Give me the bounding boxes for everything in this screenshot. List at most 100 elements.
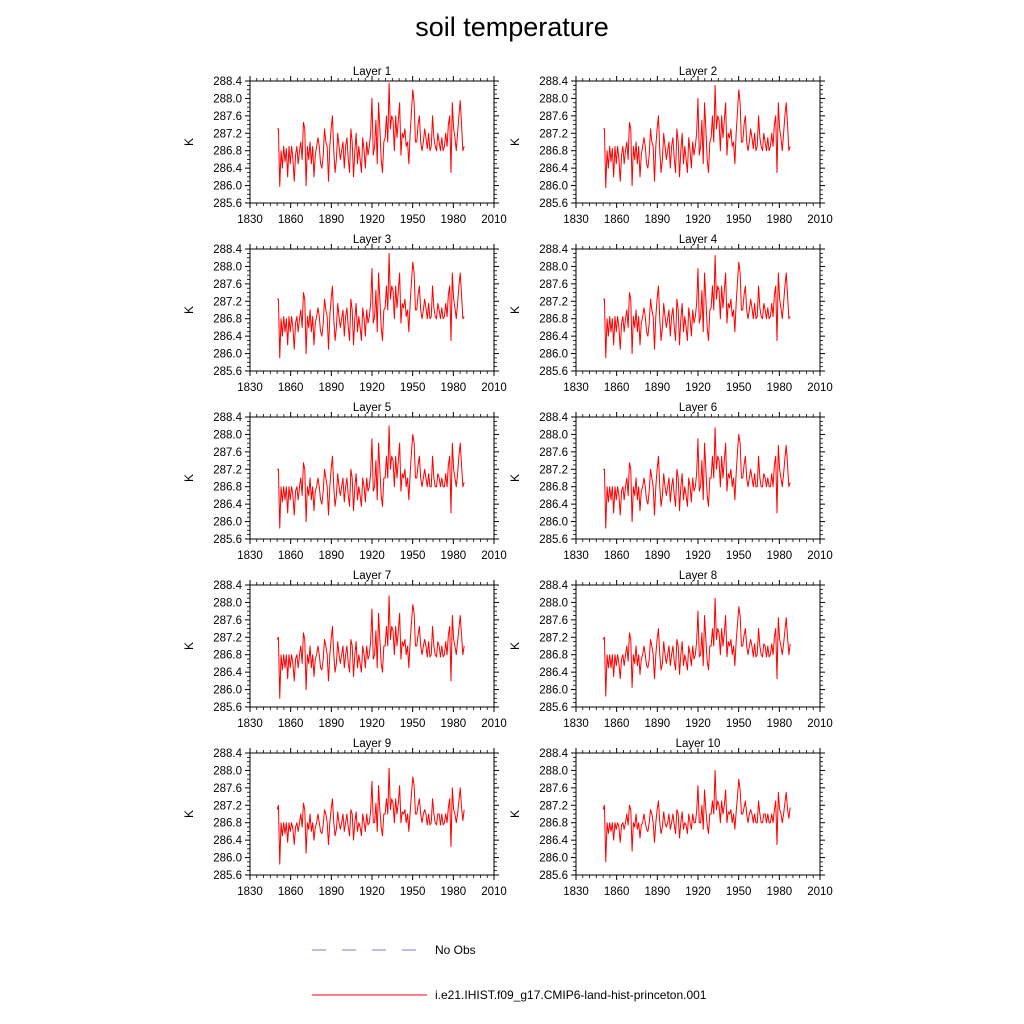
y-tick-label: 288.0	[539, 93, 568, 105]
y-tick-label: 288.4	[213, 748, 242, 760]
x-tick-label: 1860	[278, 718, 304, 730]
y-axis-label: K	[182, 642, 196, 650]
panel-title: Layer 6	[679, 402, 717, 414]
y-tick-label: 286.0	[213, 517, 242, 529]
x-tick-label: 1950	[726, 214, 752, 226]
y-tick-label: 288.0	[539, 765, 568, 777]
y-tick-label: 286.8	[539, 818, 568, 830]
x-tick-label: 1920	[685, 382, 711, 394]
x-tick-label: 1830	[237, 382, 263, 394]
y-tick-label: 286.8	[213, 146, 242, 158]
y-tick-label: 287.6	[213, 783, 242, 795]
x-tick-label: 1920	[685, 718, 711, 730]
y-tick-label: 288.4	[539, 580, 568, 592]
chart-panel-5: Layer 5 K 285.6 286.0 286.4 286.8 287.2 287.6 28…	[182, 402, 507, 562]
x-tick-label: 1830	[563, 382, 589, 394]
y-tick-label: 286.4	[213, 331, 242, 343]
panel-title: Layer 5	[353, 402, 391, 414]
y-tick-label: 286.0	[539, 349, 568, 361]
y-tick-label: 286.0	[213, 349, 242, 361]
y-tick-label: 287.6	[539, 447, 568, 459]
x-tick-label: 1860	[604, 550, 630, 562]
y-tick-label: 287.2	[213, 632, 242, 644]
y-axis-label: K	[182, 474, 196, 482]
x-tick-label: 2010	[481, 550, 507, 562]
x-tick-label: 1830	[237, 214, 263, 226]
y-tick-label: 288.4	[213, 580, 242, 592]
chart-panel-8: Layer 8 K 285.6 286.0 286.4 286.8 287.2 287.6 28…	[508, 570, 833, 730]
y-tick-label: 285.6	[213, 870, 242, 882]
y-tick-label: 286.8	[213, 818, 242, 830]
chart-panel-6: Layer 6 K 285.6 286.0 286.4 286.8 287.2 287.6 28…	[508, 402, 833, 562]
legend: No Obs i.e21.IHIST.f09_g17.CMIP6-land-his…	[312, 943, 707, 1002]
y-tick-label: 285.6	[213, 366, 242, 378]
panel-title: Layer 4	[679, 234, 718, 246]
y-tick-label: 288.0	[213, 261, 242, 273]
x-tick-label: 1860	[278, 382, 304, 394]
y-tick-label: 286.4	[213, 163, 242, 175]
y-tick-label: 286.4	[213, 499, 242, 511]
x-tick-label: 1860	[604, 214, 630, 226]
y-tick-label: 285.6	[213, 534, 242, 546]
x-tick-label: 1860	[604, 718, 630, 730]
x-tick-label: 1980	[441, 886, 467, 898]
x-tick-label: 1860	[604, 382, 630, 394]
y-tick-label: 287.2	[539, 128, 568, 140]
x-tick-label: 2010	[807, 886, 833, 898]
y-tick-label: 287.2	[213, 296, 242, 308]
panel-title: Layer 8	[679, 570, 717, 582]
y-tick-label: 285.6	[213, 702, 242, 714]
panel-title: Layer 1	[353, 66, 391, 78]
chart-panel-1: Layer 1 K 285.6 286.0 286.4 286.8 287.2 287.6 28…	[182, 66, 507, 226]
x-tick-label: 1980	[441, 382, 467, 394]
y-tick-label: 288.0	[213, 93, 242, 105]
y-tick-label: 286.0	[539, 685, 568, 697]
y-tick-label: 288.0	[539, 429, 568, 441]
y-tick-label: 285.6	[539, 366, 568, 378]
x-tick-label: 2010	[481, 718, 507, 730]
x-tick-label: 1920	[359, 550, 385, 562]
y-tick-label: 288.0	[213, 765, 242, 777]
x-tick-label: 1980	[767, 718, 793, 730]
y-tick-label: 286.4	[213, 667, 242, 679]
x-tick-label: 1950	[400, 718, 426, 730]
y-tick-label: 288.4	[213, 76, 242, 88]
series-line	[276, 595, 465, 699]
x-tick-label: 1950	[400, 382, 426, 394]
x-tick-label: 1920	[685, 214, 711, 226]
x-tick-label: 1890	[645, 382, 671, 394]
x-tick-label: 1830	[237, 550, 263, 562]
y-tick-label: 286.8	[539, 650, 568, 662]
y-tick-label: 288.0	[213, 597, 242, 609]
x-tick-label: 1890	[319, 718, 345, 730]
series-line	[603, 427, 791, 529]
y-tick-label: 287.6	[539, 783, 568, 795]
panel-title: Layer 10	[676, 738, 721, 750]
x-tick-label: 2010	[807, 550, 833, 562]
x-tick-label: 1860	[278, 886, 304, 898]
chart-panel-4: Layer 4 K 285.6 286.0 286.4 286.8 287.2 287.6 28…	[508, 234, 833, 394]
y-tick-label: 286.8	[213, 482, 242, 494]
x-tick-label: 1920	[685, 886, 711, 898]
x-tick-label: 1920	[359, 886, 385, 898]
x-tick-label: 1890	[319, 550, 345, 562]
x-tick-label: 1890	[319, 886, 345, 898]
y-tick-label: 286.0	[539, 181, 568, 193]
y-axis-label: K	[508, 474, 522, 482]
y-tick-label: 287.6	[213, 111, 242, 123]
series-line	[277, 82, 465, 187]
x-tick-label: 1890	[319, 382, 345, 394]
x-tick-label: 2010	[481, 214, 507, 226]
y-tick-label: 288.0	[539, 261, 568, 273]
y-axis-label: K	[508, 810, 522, 818]
y-tick-label: 287.2	[213, 800, 242, 812]
x-tick-label: 1980	[441, 214, 467, 226]
y-axis-label: K	[508, 306, 522, 314]
y-tick-label: 287.2	[539, 800, 568, 812]
x-tick-label: 1920	[359, 382, 385, 394]
x-tick-label: 2010	[807, 718, 833, 730]
y-tick-label: 287.2	[539, 632, 568, 644]
y-tick-label: 287.2	[213, 464, 242, 476]
y-tick-label: 288.4	[213, 244, 242, 256]
